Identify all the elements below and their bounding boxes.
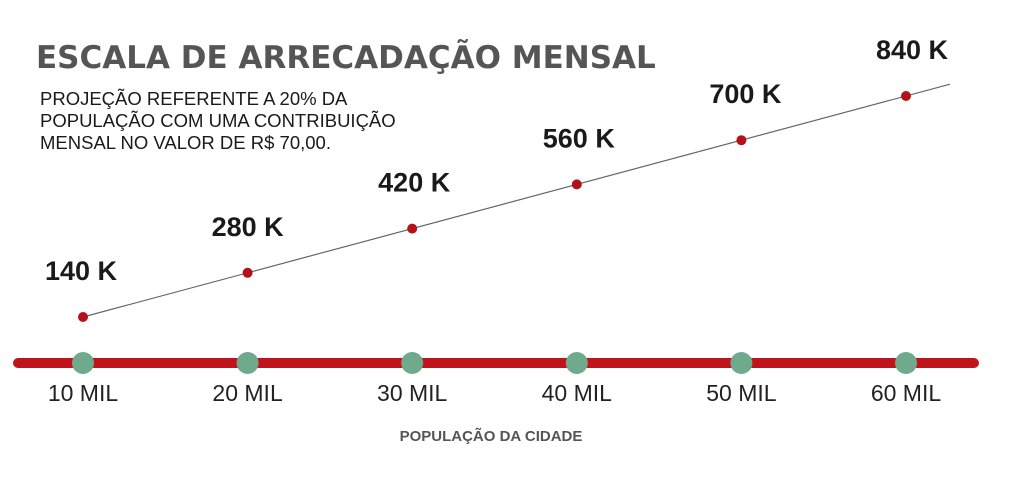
x-tick-label: 60 MIL xyxy=(871,380,942,406)
chart-subtitle-line-3: MENSAL NO VALOR DE R$ 70,00. xyxy=(40,132,331,153)
data-label: 140 K xyxy=(45,256,118,286)
chart-subtitle: PROJEÇÃO REFERENTE A 20% DA POPULAÇÃO CO… xyxy=(40,88,401,153)
data-point xyxy=(78,312,88,322)
chart-subtitle-line-1: PROJEÇÃO REFERENTE A 20% DA xyxy=(40,88,348,109)
x-axis-title: POPULAÇÃO DA CIDADE xyxy=(400,427,583,445)
x-axis-marker xyxy=(730,352,753,374)
data-label: 700 K xyxy=(709,79,782,109)
data-labels: 140 K 280 K 420 K 560 K 700 K 840 K xyxy=(45,35,949,286)
data-point xyxy=(242,267,253,278)
chart-title: ESCALA DE ARRECADAÇÃO MENSAL xyxy=(36,39,656,76)
data-label: 840 K xyxy=(876,35,949,65)
x-tick-label: 40 MIL xyxy=(542,380,613,406)
x-axis-marker xyxy=(72,352,94,374)
x-axis-marker xyxy=(895,352,917,374)
chart-subtitle-line-2: POPULAÇÃO COM UMA CONTRIBUIÇÃO xyxy=(40,110,396,131)
x-tick-label: 20 MIL xyxy=(212,380,283,406)
x-tick-label: 10 MIL xyxy=(48,380,119,406)
data-point xyxy=(571,179,582,190)
x-axis: 10 MIL 20 MIL 30 MIL 40 MIL 50 MIL 60 MIL xyxy=(13,352,979,406)
x-axis-marker xyxy=(565,352,588,374)
data-label: 560 K xyxy=(543,123,616,153)
series-line xyxy=(82,83,951,318)
data-label: 420 K xyxy=(378,168,451,198)
data-label: 280 K xyxy=(212,212,285,242)
x-axis-marker xyxy=(401,352,424,374)
x-axis-marker xyxy=(236,352,259,374)
data-point xyxy=(407,223,418,234)
data-point xyxy=(901,91,911,101)
series-revenue xyxy=(78,83,951,322)
x-tick-label: 30 MIL xyxy=(377,380,448,406)
data-point xyxy=(736,135,747,146)
x-tick-label: 50 MIL xyxy=(706,380,777,406)
